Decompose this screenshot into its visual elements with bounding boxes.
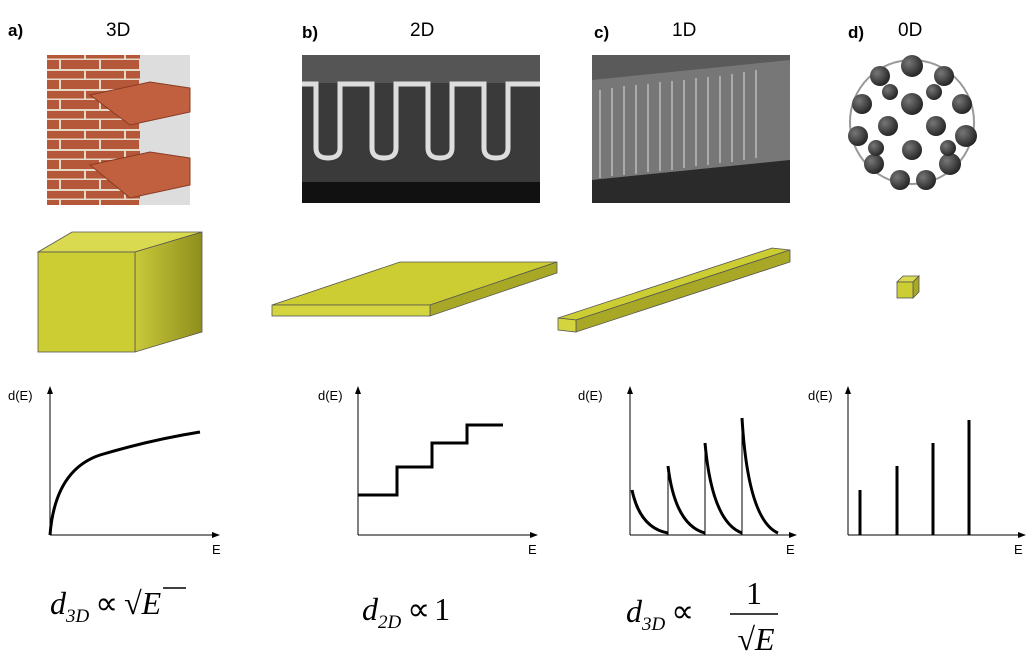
y-axis-label: d(E) [578,388,603,403]
dos-graph-3d: d(E) E [8,388,221,557]
panel-label: a) [8,21,23,40]
x-axis-label: E [1014,542,1023,557]
relation: ∝ [407,591,430,627]
panel-label: b) [302,23,318,42]
x-axis-label: E [528,542,537,557]
panel-label: c) [594,23,609,42]
formula-1d: d3D∝ 1 √E [626,575,778,654]
subscript: 3D [641,614,666,635]
svg-text:d3D∝: d3D∝ [626,593,694,635]
panel-title: 2D [410,20,434,41]
dos-graph-2d: d(E) E [318,388,537,557]
formula-2d: d2D∝1 [362,591,450,633]
brick-photo [47,55,190,205]
subscript: 2D [378,612,402,633]
sem-image-2d [302,55,540,203]
rod-1d [558,248,790,332]
svg-text:d3D∝√E: d3D∝√E [50,585,162,627]
rhs: 1 [434,591,450,627]
symbol: d [362,591,379,627]
y-axis-label: d(E) [808,388,833,403]
dot-0d [897,276,919,298]
x-axis-label: E [786,542,795,557]
denominator: √E [737,621,775,654]
x-axis-label: E [212,542,221,557]
y-axis-label: d(E) [8,388,33,403]
subscript: 3D [65,606,90,627]
panel-title: 0D [898,20,922,41]
panel-headers: a) 3D b) 2D c) 1D d) 0D [8,20,922,42]
symbol: d [626,593,643,629]
dos-graph-1d: d(E) E [578,388,795,557]
fullerene [848,55,977,190]
panel-title: 3D [106,20,130,41]
y-axis-label: d(E) [318,388,343,403]
panel-title: 1D [672,20,696,41]
relation: ∝ [671,593,694,629]
cube-3d [38,232,202,352]
slab-2d [272,262,557,316]
symbol: d [50,585,67,621]
sem-image-1d [592,55,790,203]
numerator: 1 [746,575,762,611]
formula-3d: d3D∝√E [50,585,186,627]
panel-label: d) [848,23,864,42]
relation: ∝ [95,585,118,621]
rhs: √E [124,585,162,621]
svg-text:d2D∝1: d2D∝1 [362,591,450,633]
dos-graph-0d: d(E) E [808,388,1023,557]
figure: a) 3D b) 2D c) 1D d) 0D [0,0,1027,654]
